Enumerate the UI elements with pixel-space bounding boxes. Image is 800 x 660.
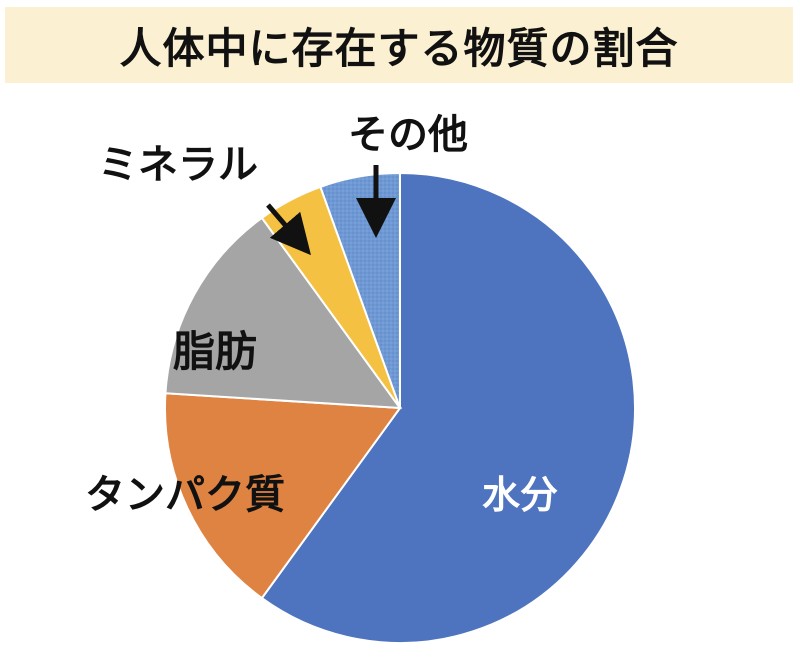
- pie-slice: [260, 171, 636, 644]
- slice-label: その他: [348, 112, 468, 158]
- slice-label: 水分: [482, 473, 558, 517]
- pie-slice: [164, 216, 403, 410]
- label-arrows: [266, 165, 396, 256]
- pie-slice: [164, 392, 402, 600]
- chart-title: 人体中に存在する物質の割合: [119, 23, 679, 73]
- pie-slices: [164, 171, 636, 644]
- title-banner: 人体中に存在する物質の割合: [5, 7, 793, 83]
- pie-labels: 水分 タンパク質 脂肪 ミネラル その他: [85, 112, 558, 518]
- label-arrow: [266, 203, 312, 256]
- slice-label: ミネラル: [98, 142, 258, 188]
- slice-label: 脂肪: [173, 327, 257, 376]
- slice-label: タンパク質: [85, 472, 285, 518]
